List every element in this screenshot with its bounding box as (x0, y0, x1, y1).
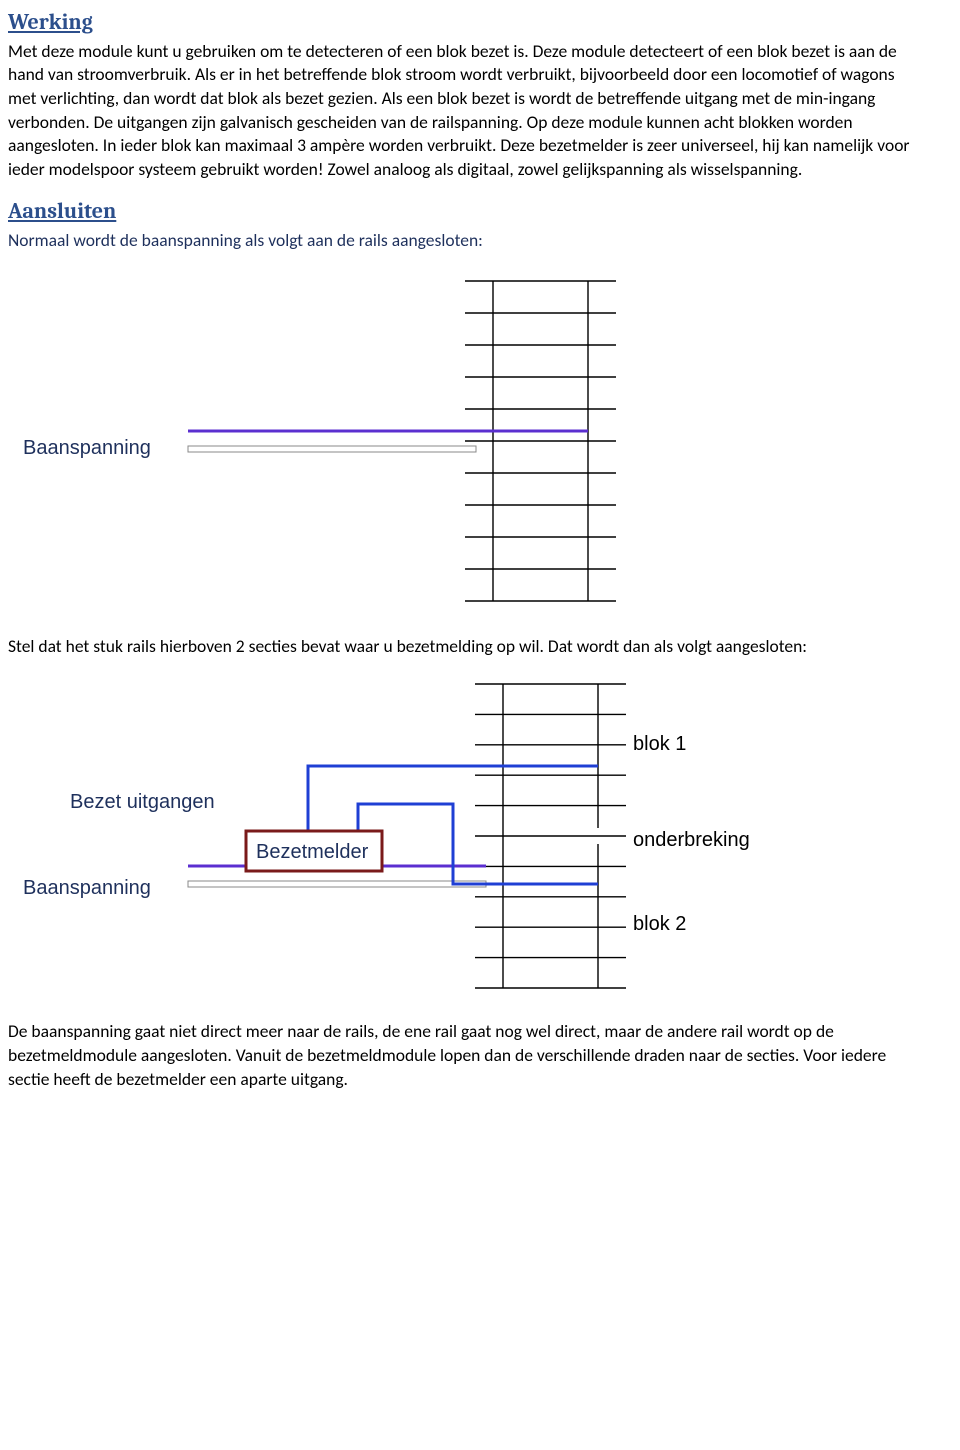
svg-text:Bezet uitgangen: Bezet uitgangen (70, 791, 215, 813)
svg-text:Baanspanning: Baanspanning (23, 877, 151, 899)
intro-aansluiten: Normaal wordt de baanspanning als volgt … (8, 229, 920, 253)
svg-text:blok 1: blok 1 (633, 733, 686, 755)
diagram-bezetmelder-connection: Bezet uitgangen Bezetmelder Baanspanning bl… (8, 676, 920, 996)
mid-text: Stel dat het stuk rails hierboven 2 sect… (8, 635, 920, 659)
svg-text:Bezetmelder: Bezetmelder (256, 841, 369, 863)
svg-text:Baanspanning: Baanspanning (23, 437, 151, 459)
diagram-basic-connection: Baanspanning (8, 271, 920, 611)
closing-text: De baanspanning gaat niet direct meer na… (8, 1020, 920, 1091)
heading-aansluiten: Aansluiten (8, 197, 920, 227)
paragraph-werking: Met deze module kunt u gebruiken om te d… (8, 40, 920, 182)
svg-text:blok 2: blok 2 (633, 913, 686, 935)
heading-werking: Werking (8, 8, 920, 38)
svg-text:onderbreking: onderbreking (633, 829, 750, 851)
